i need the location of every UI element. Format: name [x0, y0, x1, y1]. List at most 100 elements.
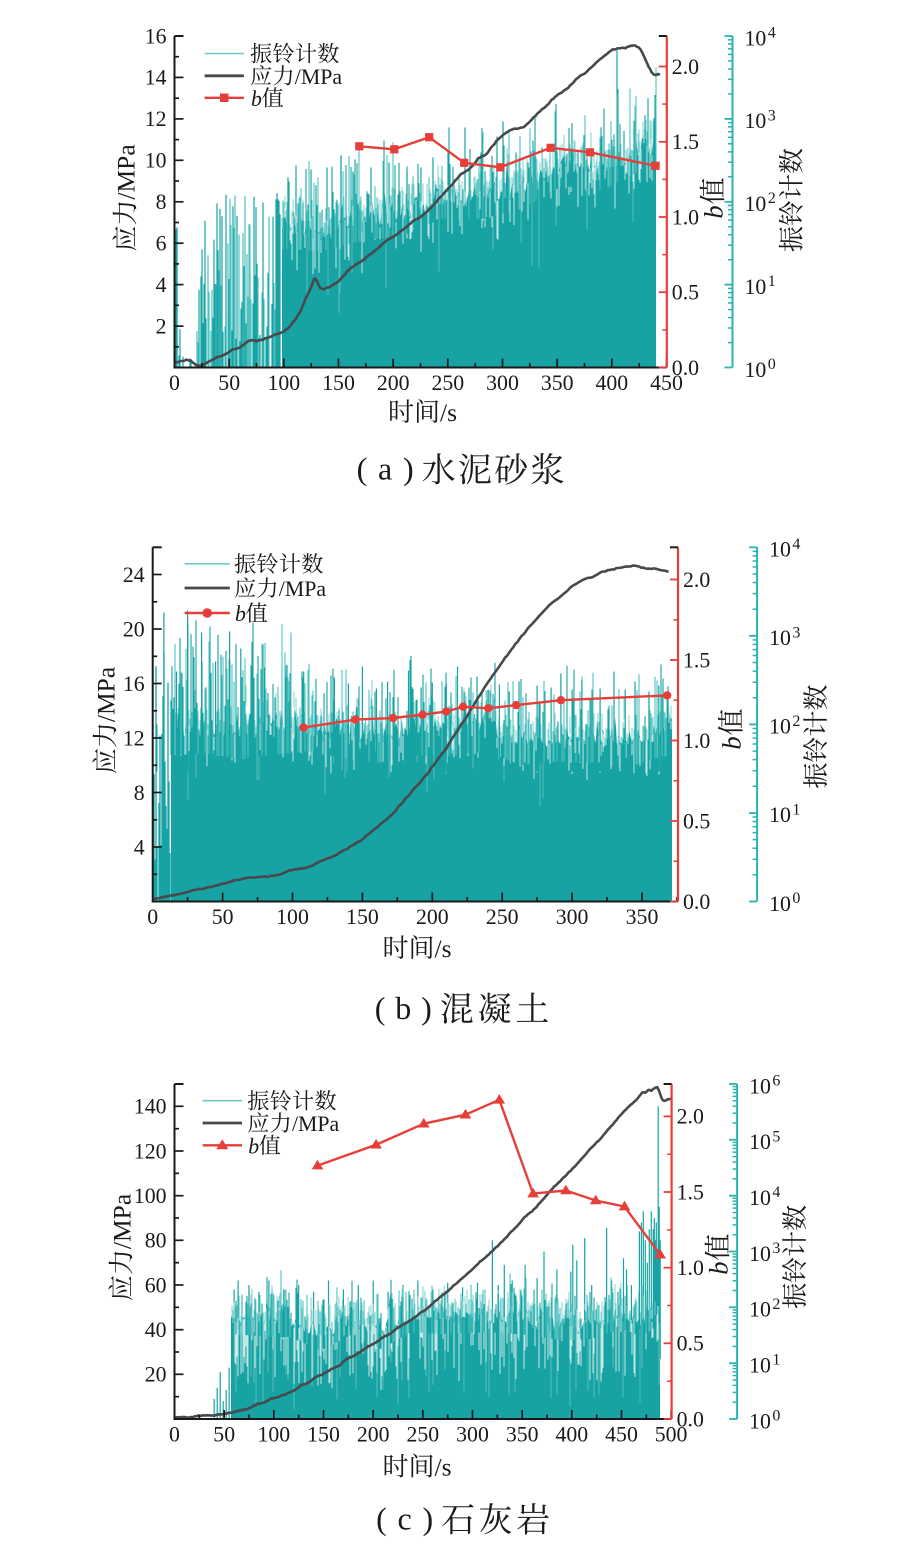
- svg-text:250: 250: [486, 905, 519, 929]
- svg-text:6: 6: [772, 1073, 780, 1090]
- svg-text:b: b: [251, 87, 262, 111]
- svg-text:0: 0: [147, 905, 158, 929]
- svg-text:(: (: [357, 451, 368, 487]
- svg-text:450: 450: [650, 371, 683, 395]
- svg-text:/MPa: /MPa: [292, 1112, 340, 1136]
- svg-text:2: 2: [792, 713, 800, 730]
- svg-text:/MPa: /MPa: [295, 65, 343, 89]
- svg-text:400: 400: [595, 371, 628, 395]
- svg-text:4: 4: [768, 25, 776, 42]
- svg-text:4: 4: [792, 536, 800, 553]
- svg-text:1.0: 1.0: [677, 1256, 704, 1280]
- svg-text:50: 50: [213, 1422, 235, 1446]
- svg-text:0: 0: [169, 1422, 180, 1446]
- svg-text:b: b: [703, 1261, 733, 1274]
- svg-text:0: 0: [772, 1408, 780, 1425]
- svg-text:12: 12: [123, 726, 145, 750]
- svg-text:0: 0: [169, 371, 180, 395]
- svg-text:0.5: 0.5: [672, 281, 699, 305]
- svg-text:1.5: 1.5: [683, 648, 710, 672]
- svg-text:300: 300: [486, 371, 519, 395]
- svg-text:a: a: [378, 451, 392, 487]
- svg-text:250: 250: [431, 371, 464, 395]
- svg-text:50: 50: [218, 371, 240, 395]
- svg-text:/MPa: /MPa: [91, 667, 120, 722]
- svg-text:0.5: 0.5: [683, 809, 710, 833]
- svg-text:1.5: 1.5: [672, 130, 699, 154]
- svg-text:24: 24: [123, 563, 145, 587]
- svg-text:10: 10: [769, 892, 791, 916]
- svg-text:3: 3: [772, 1240, 780, 1257]
- svg-text:/s: /s: [440, 398, 457, 427]
- svg-text:0.0: 0.0: [672, 356, 699, 380]
- svg-text:2.0: 2.0: [677, 1105, 704, 1129]
- svg-text:2: 2: [768, 190, 776, 207]
- svg-text:1: 1: [768, 273, 776, 290]
- svg-text:b: b: [235, 602, 246, 626]
- svg-text:4: 4: [156, 273, 167, 297]
- svg-text:2: 2: [156, 314, 167, 338]
- svg-text:1.0: 1.0: [672, 205, 699, 229]
- svg-text:1: 1: [772, 1352, 780, 1369]
- svg-text:(: (: [375, 990, 386, 1026]
- svg-text:10: 10: [745, 109, 767, 133]
- svg-text:10: 10: [749, 1298, 771, 1322]
- svg-text:120: 120: [134, 1139, 167, 1163]
- svg-text:10: 10: [749, 1409, 771, 1433]
- svg-text:140: 140: [134, 1095, 167, 1119]
- svg-text:150: 150: [307, 1422, 340, 1446]
- svg-text:10: 10: [749, 1242, 771, 1266]
- svg-text:1: 1: [792, 801, 800, 818]
- svg-text:b: b: [395, 990, 411, 1026]
- svg-text:10: 10: [745, 275, 767, 299]
- svg-text:10: 10: [745, 192, 767, 216]
- svg-text:8: 8: [156, 190, 167, 214]
- svg-text:50: 50: [212, 905, 234, 929]
- svg-text:): ): [403, 451, 414, 487]
- svg-text:10: 10: [749, 1074, 771, 1098]
- svg-text:6: 6: [156, 232, 167, 256]
- svg-text:10: 10: [745, 26, 767, 50]
- svg-text:10: 10: [145, 149, 167, 173]
- svg-text:2.0: 2.0: [683, 568, 710, 592]
- svg-text:2: 2: [772, 1296, 780, 1313]
- svg-text:b: b: [248, 1134, 259, 1158]
- svg-text:10: 10: [749, 1354, 771, 1378]
- svg-text:300: 300: [456, 1422, 489, 1446]
- svg-text:200: 200: [357, 1422, 390, 1446]
- svg-text:8: 8: [134, 781, 145, 805]
- svg-text:350: 350: [506, 1422, 539, 1446]
- svg-text:/s: /s: [435, 934, 452, 963]
- svg-text:200: 200: [416, 905, 449, 929]
- svg-text:400: 400: [555, 1422, 588, 1446]
- svg-text:10: 10: [749, 1186, 771, 1210]
- svg-text:14: 14: [145, 66, 167, 90]
- svg-text:/MPa: /MPa: [111, 144, 140, 199]
- svg-text:10: 10: [749, 1130, 771, 1154]
- svg-text:100: 100: [257, 1422, 290, 1446]
- svg-text:100: 100: [134, 1184, 167, 1208]
- svg-text:250: 250: [406, 1422, 439, 1446]
- svg-text:200: 200: [377, 371, 410, 395]
- svg-text:40: 40: [145, 1318, 167, 1342]
- svg-text:10: 10: [769, 803, 791, 827]
- svg-text:/MPa: /MPa: [107, 1194, 136, 1249]
- svg-text:4: 4: [772, 1184, 780, 1201]
- svg-text:b: b: [698, 205, 728, 218]
- svg-text:/MPa: /MPa: [279, 577, 327, 601]
- svg-text:0.5: 0.5: [677, 1332, 704, 1356]
- svg-text:10: 10: [769, 715, 791, 739]
- svg-text:10: 10: [769, 626, 791, 650]
- svg-text:0.0: 0.0: [677, 1407, 704, 1431]
- svg-text:3: 3: [768, 107, 776, 124]
- svg-text:100: 100: [276, 905, 309, 929]
- svg-text:450: 450: [605, 1422, 638, 1446]
- svg-text:100: 100: [267, 371, 300, 395]
- svg-text:20: 20: [145, 1363, 167, 1387]
- svg-text:c: c: [397, 1501, 411, 1537]
- svg-text:): ): [421, 990, 432, 1026]
- svg-text:150: 150: [322, 371, 355, 395]
- svg-text:10: 10: [769, 538, 791, 562]
- svg-text:0.0: 0.0: [683, 890, 710, 914]
- svg-text:12: 12: [145, 107, 167, 131]
